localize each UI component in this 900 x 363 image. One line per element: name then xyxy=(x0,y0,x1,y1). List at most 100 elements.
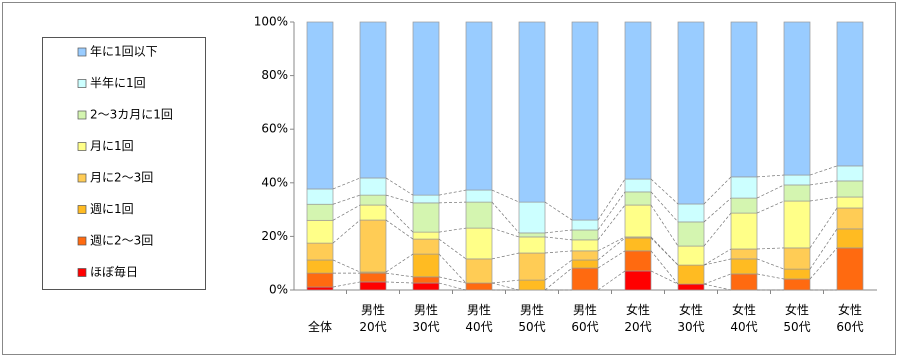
bar-segment xyxy=(730,212,758,250)
bar-segment xyxy=(412,202,440,233)
bar-segment xyxy=(730,258,758,275)
bar-segment xyxy=(783,268,811,280)
bar-segment xyxy=(836,165,864,182)
series-connector xyxy=(544,236,573,241)
series-connector xyxy=(385,253,414,273)
bar-segment xyxy=(465,201,493,229)
bar-segment xyxy=(359,177,387,196)
x-tick-label: 男性 60代 xyxy=(571,303,599,334)
x-tick-label: 女性 20代 xyxy=(624,303,652,334)
y-tick-label: 0% xyxy=(269,283,288,297)
bar-segment xyxy=(412,253,440,278)
series-connector xyxy=(756,200,785,214)
legend-swatch xyxy=(77,47,87,57)
bar-segment xyxy=(624,270,652,291)
bar-segment xyxy=(677,203,705,223)
bar-segment xyxy=(465,21,493,191)
x-tick-label: 女性 50代 xyxy=(783,303,811,334)
series-connector xyxy=(809,207,838,249)
series-connector xyxy=(597,250,626,269)
bar-segment xyxy=(412,194,440,204)
bar-segment xyxy=(571,21,599,221)
bar-segment xyxy=(465,282,493,291)
series-connector xyxy=(332,177,361,190)
series-connector xyxy=(703,273,732,285)
series-connector xyxy=(438,253,467,284)
y-tick-label: 20% xyxy=(261,229,288,243)
series-connector xyxy=(332,204,361,221)
bar-segment xyxy=(359,204,387,221)
series-connector xyxy=(597,236,626,252)
bar-segment xyxy=(624,21,652,180)
bar-segment xyxy=(465,189,493,203)
series-connector xyxy=(703,283,732,291)
x-tick-label: 女性 40代 xyxy=(730,303,758,334)
bar-segment xyxy=(571,259,599,269)
bar-segment xyxy=(783,184,811,202)
bar-segment xyxy=(730,197,758,214)
bar-segment xyxy=(836,247,864,291)
series-connector xyxy=(650,178,679,205)
series-connector xyxy=(544,267,573,291)
bar-segment xyxy=(730,273,758,291)
bar-segment xyxy=(624,191,652,206)
bar-segment xyxy=(306,242,334,261)
bar-segment xyxy=(359,21,387,179)
bar-segment xyxy=(359,219,387,273)
series-connector xyxy=(756,174,785,178)
series-connector xyxy=(544,259,573,281)
x-tick-label: 男性 30代 xyxy=(412,303,440,334)
bar-segment xyxy=(518,236,546,254)
series-connector xyxy=(491,279,520,284)
series-connector xyxy=(650,204,679,247)
legend-label: 週に2～3回 xyxy=(90,234,153,248)
legend-swatch xyxy=(77,142,87,151)
legend-swatch xyxy=(77,173,87,183)
series-connector xyxy=(809,196,838,202)
series-connector xyxy=(809,165,838,176)
legend-swatch xyxy=(77,268,87,277)
bar-segment xyxy=(412,238,440,255)
series-connector xyxy=(544,201,573,221)
bar-segment xyxy=(306,21,334,190)
series-connector xyxy=(438,238,467,260)
bar-segment xyxy=(518,252,546,281)
x-tick-label: 男性 20代 xyxy=(359,303,387,334)
series-connector xyxy=(597,237,626,261)
bar-segment xyxy=(624,204,652,238)
bar-segment xyxy=(306,286,334,291)
series-connector xyxy=(703,212,732,247)
y-tick-label: 100% xyxy=(254,15,288,29)
series-connector xyxy=(438,282,467,291)
bar-segment xyxy=(306,259,334,274)
bar-segment xyxy=(306,188,334,205)
series-connector xyxy=(650,191,679,223)
series-connector xyxy=(332,194,361,205)
bar-segment xyxy=(518,21,546,203)
series-connector xyxy=(597,204,626,241)
bar-segment xyxy=(359,272,387,283)
series-connector xyxy=(703,197,732,223)
legend-label: 月に2～3回 xyxy=(90,171,153,185)
legend-label: 年に1回以下 xyxy=(90,45,158,59)
series-connector xyxy=(650,250,679,285)
series-connector xyxy=(544,229,573,234)
series-connector xyxy=(438,201,467,204)
series-connector xyxy=(650,270,679,285)
bar-segment xyxy=(730,248,758,260)
bar-segment xyxy=(836,180,864,198)
series-connector xyxy=(332,281,361,288)
bar-segment xyxy=(306,203,334,221)
bar-segment xyxy=(412,282,440,291)
series-connector xyxy=(491,252,520,260)
bar-segment xyxy=(359,194,387,206)
bar-segment xyxy=(783,21,811,176)
series-connector xyxy=(809,247,838,280)
bar-segment xyxy=(571,219,599,231)
bar-segment xyxy=(412,276,440,284)
legend-label: ほぼ毎日 xyxy=(90,264,138,279)
x-tick-label: 女性 30代 xyxy=(677,303,705,334)
bar-segment xyxy=(571,250,599,261)
series-connector xyxy=(544,250,573,254)
